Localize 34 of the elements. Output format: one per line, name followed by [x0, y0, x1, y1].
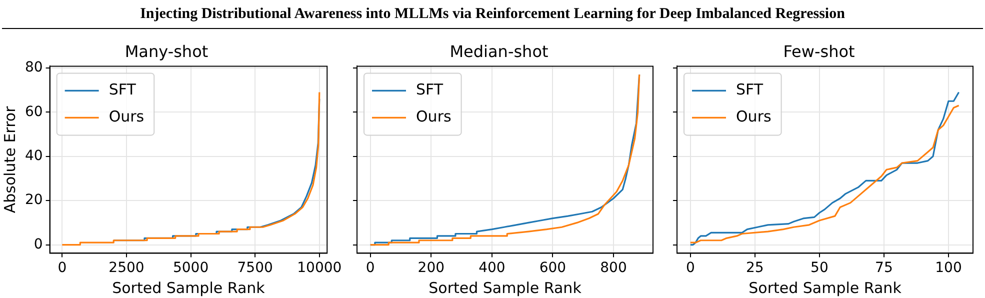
- legend-label: Ours: [108, 108, 144, 126]
- x-tick-label: 800: [600, 260, 627, 276]
- chart-title: Few-shot: [783, 42, 855, 61]
- x-tick-label: 2500: [108, 260, 144, 276]
- y-tick-label: 0: [34, 236, 43, 252]
- y-tick-label: 80: [24, 60, 43, 76]
- x-tick-label: 75: [875, 260, 893, 276]
- text: Injecting Distributional Awareness into MLLMs via Reinforcement Learning for Deep Imbalanced Regression: [2, 0, 983, 29]
- chart-title: Many-shot: [124, 42, 208, 61]
- x-tick-label: 10000: [297, 260, 342, 276]
- x-tick-label: 25: [746, 260, 764, 276]
- x-tick-label: 0: [366, 260, 375, 276]
- legend-label: SFT: [736, 80, 764, 99]
- x-tick-label: 400: [478, 260, 506, 276]
- x-tick-label: 5000: [172, 260, 209, 276]
- x-axis-title: Sorted Sample Rank: [112, 278, 266, 297]
- legend-label: SFT: [416, 80, 444, 99]
- y-tick-label: 40: [24, 148, 43, 164]
- x-tick-label: 0: [686, 260, 695, 276]
- x-axis-title: Sorted Sample Rank: [748, 278, 902, 297]
- x-tick-label: 200: [418, 260, 445, 276]
- legend-label: Ours: [736, 108, 772, 126]
- legend-label: Ours: [416, 108, 452, 126]
- y-axis-title: Absolute Error: [0, 105, 19, 214]
- x-tick-label: 600: [539, 260, 566, 276]
- y-tick-label: 20: [24, 192, 43, 208]
- legend-label: SFT: [108, 80, 137, 99]
- x-tick-label: 50: [810, 260, 828, 276]
- x-axis-title: Sorted Sample Rank: [428, 278, 582, 297]
- x-tick-label: 7500: [237, 260, 273, 276]
- x-tick-label: 100: [935, 260, 962, 276]
- y-tick-label: 60: [24, 104, 43, 120]
- chart-title: Median-shot: [450, 42, 548, 61]
- x-tick-label: 0: [58, 260, 67, 276]
